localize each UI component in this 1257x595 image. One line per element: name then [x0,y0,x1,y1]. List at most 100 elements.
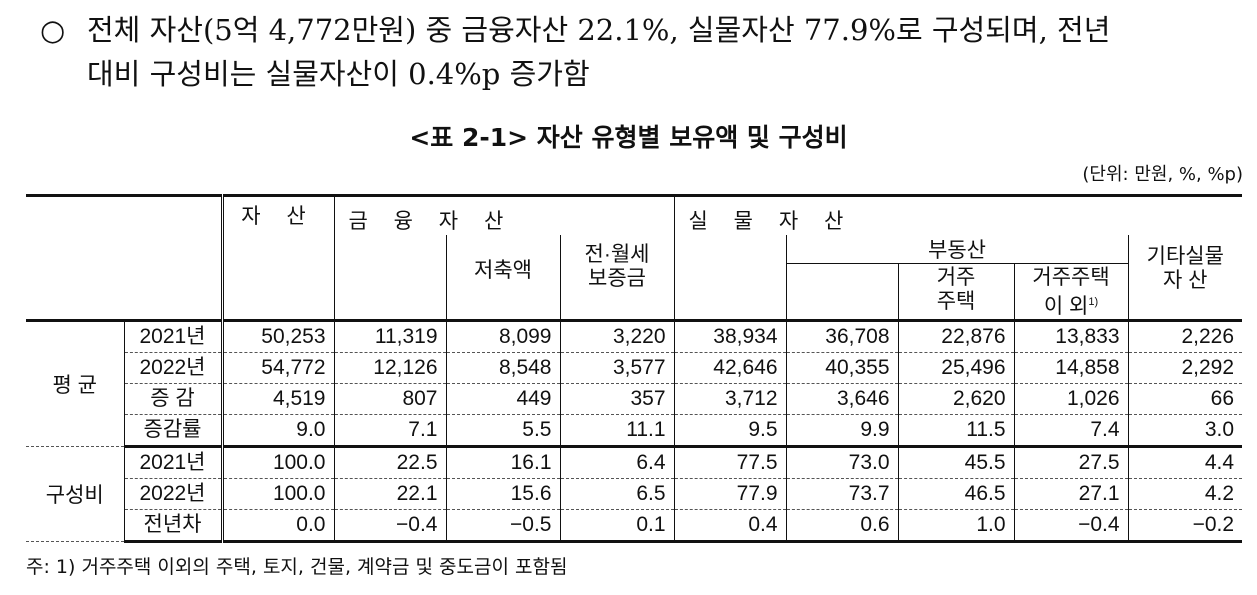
footnote: 주: 1) 거주주택 이외의 주택, 토지, 건물, 계약금 및 중도금이 포함… [26,556,568,578]
header-row-3: 거주 주택 거주주택 이 외1) [26,263,1242,322]
header-row-1: 자 산 금 융 자 산 실 물 자 산 [26,194,1243,322]
cell-value: 42,646 [673,352,787,384]
table-row: 증 감 4,519 807 449 357 3,712 3,646 2,620 1,026 66 [26,383,1243,415]
cell-value: 11.1 [559,414,675,448]
cell-value: 2,292 [1127,352,1243,384]
cell-value: 3,220 [559,320,675,353]
row-group-label: 구성비 [26,446,124,542]
cell-value: −0.2 [1127,509,1243,543]
cell-value: 100.0 [220,478,334,510]
table-row: 구성비 2021년 100.0 22.5 16.1 6.4 77.5 73.0 45.5 27.5… [26,446,1243,542]
cell-value: 5.5 [445,414,560,448]
lead-paragraph: ○ 전체 자산(5억 4,772만원) 중 금융자산 22.1%, 실물자산 77… [40,8,1245,96]
cell-value: 100.0 [220,446,334,479]
cell-value: 46.5 [897,478,1015,510]
cell-value: 73.0 [785,446,899,479]
cell-value: 77.5 [673,446,787,479]
row-label: 2022년 [123,352,222,384]
cell-value: 807 [333,383,446,415]
table-row: 2022년 100.0 22.1 15.6 6.5 77.9 73.7 46.5 27.1 4.2 [26,478,1243,510]
header-real-total [673,235,787,322]
cell-value: 22,876 [897,320,1015,353]
cell-value: 77.9 [673,478,787,510]
cell-value: 27.1 [1013,478,1129,510]
cell-value: 357 [559,383,675,415]
cell-value: 13,833 [1013,320,1129,353]
row-label: 증 감 [123,383,222,415]
cell-value: 9.5 [673,414,787,448]
header-residential: 거주 주택 [897,263,1015,322]
table-row: 전년차 0.0 −0.4 −0.5 0.1 0.4 0.6 1.0 −0.4 −0.2 [26,509,1243,543]
row-group-label: 평 균 [26,320,124,447]
cell-value: 27.5 [1013,446,1129,479]
cell-value: 0.0 [220,509,334,543]
lead-line-1: 전체 자산(5억 4,772만원) 중 금융자산 22.1%, 실물자산 77.… [87,13,1111,47]
cell-value: 22.1 [333,478,446,510]
asset-table: 자 산 금 융 자 산 실 물 자 산 저축액 전·월세 보증금 부동산 기타실물… [26,194,1243,543]
cell-value: 50,253 [220,320,334,353]
cell-value: 0.1 [559,509,675,543]
cell-value: 22.5 [333,446,446,479]
row-label: 2021년 [123,446,222,479]
cell-value: 2,226 [1127,320,1243,353]
header-row-2: 저축액 전·월세 보증금 부동산 기타실물 자 산 [26,235,1243,322]
cell-value: 4.4 [1127,446,1243,479]
header-realestate: 부동산 [785,235,1129,264]
header-other: 기타실물 자 산 [1127,235,1243,322]
cell-value: 3,712 [673,383,787,415]
cell-value: 66 [1127,383,1243,415]
cell-value: 3.0 [1127,414,1243,448]
header-nonresidential: 거주주택 이 외1) [1013,263,1129,322]
cell-value: 38,934 [673,320,787,353]
cell-value: 25,496 [897,352,1015,384]
header-realestate-total [785,263,899,322]
header-financial: 금 융 자 산 [333,194,675,235]
header-deposit: 전·월세 보증금 [559,235,675,322]
cell-value: 8,548 [445,352,560,384]
table-row: 증감률 9.0 7.1 5.5 11.1 9.5 9.9 11.5 7.4 3.0 [26,414,1243,448]
cell-value: 2,620 [897,383,1015,415]
cell-value: 4,519 [220,383,334,415]
cell-value: 3,577 [559,352,675,384]
cell-value: 9.9 [785,414,899,448]
header-financial-total [333,235,446,322]
cell-value: 1.0 [897,509,1015,543]
cell-value: 1,026 [1013,383,1129,415]
unit-note: (단위: 만원, %, %p) [1082,164,1243,185]
cell-value: 7.1 [333,414,446,448]
cell-value: 45.5 [897,446,1015,479]
cell-value: 9.0 [220,414,334,448]
header-real: 실 물 자 산 [673,194,1243,235]
row-label: 2021년 [123,320,222,353]
cell-value: 11.5 [897,414,1015,448]
bullet-circle-icon: ○ [40,13,66,47]
cell-value: 449 [445,383,560,415]
row-label: 전년차 [123,509,222,543]
cell-value: −0.4 [333,509,446,543]
cell-value: 8,099 [445,320,560,353]
cell-value: 12,126 [333,352,446,384]
cell-value: 4.2 [1127,478,1243,510]
cell-value: 14,858 [1013,352,1129,384]
cell-value: −0.4 [1013,509,1129,543]
row-label: 2022년 [123,478,222,510]
cell-value: 54,772 [220,352,334,384]
header-savings: 저축액 [445,235,560,322]
table-body: 평 균 2021년 50,253 11,319 8,099 3,220 38,934 36,7… [26,320,1243,543]
cell-value: 11,319 [333,320,446,353]
cell-value: 3,646 [785,383,899,415]
cell-value: 36,708 [785,320,899,353]
cell-value: 6.4 [559,446,675,479]
cell-value: −0.5 [445,509,560,543]
cell-value: 15.6 [445,478,560,510]
cell-value: 0.6 [785,509,899,543]
cell-value: 40,355 [785,352,899,384]
cell-value: 73.7 [785,478,899,510]
cell-value: 16.1 [445,446,560,479]
lead-line-2: 대비 구성비는 실물자산이 0.4%p 증가함 [87,57,590,91]
table-row: 평 균 2021년 50,253 11,319 8,099 3,220 38,934 36,7… [26,320,1243,447]
cell-value: 0.4 [673,509,787,543]
cell-value: 6.5 [559,478,675,510]
header-assets: 자 산 [220,194,334,322]
cell-value: 7.4 [1013,414,1129,448]
